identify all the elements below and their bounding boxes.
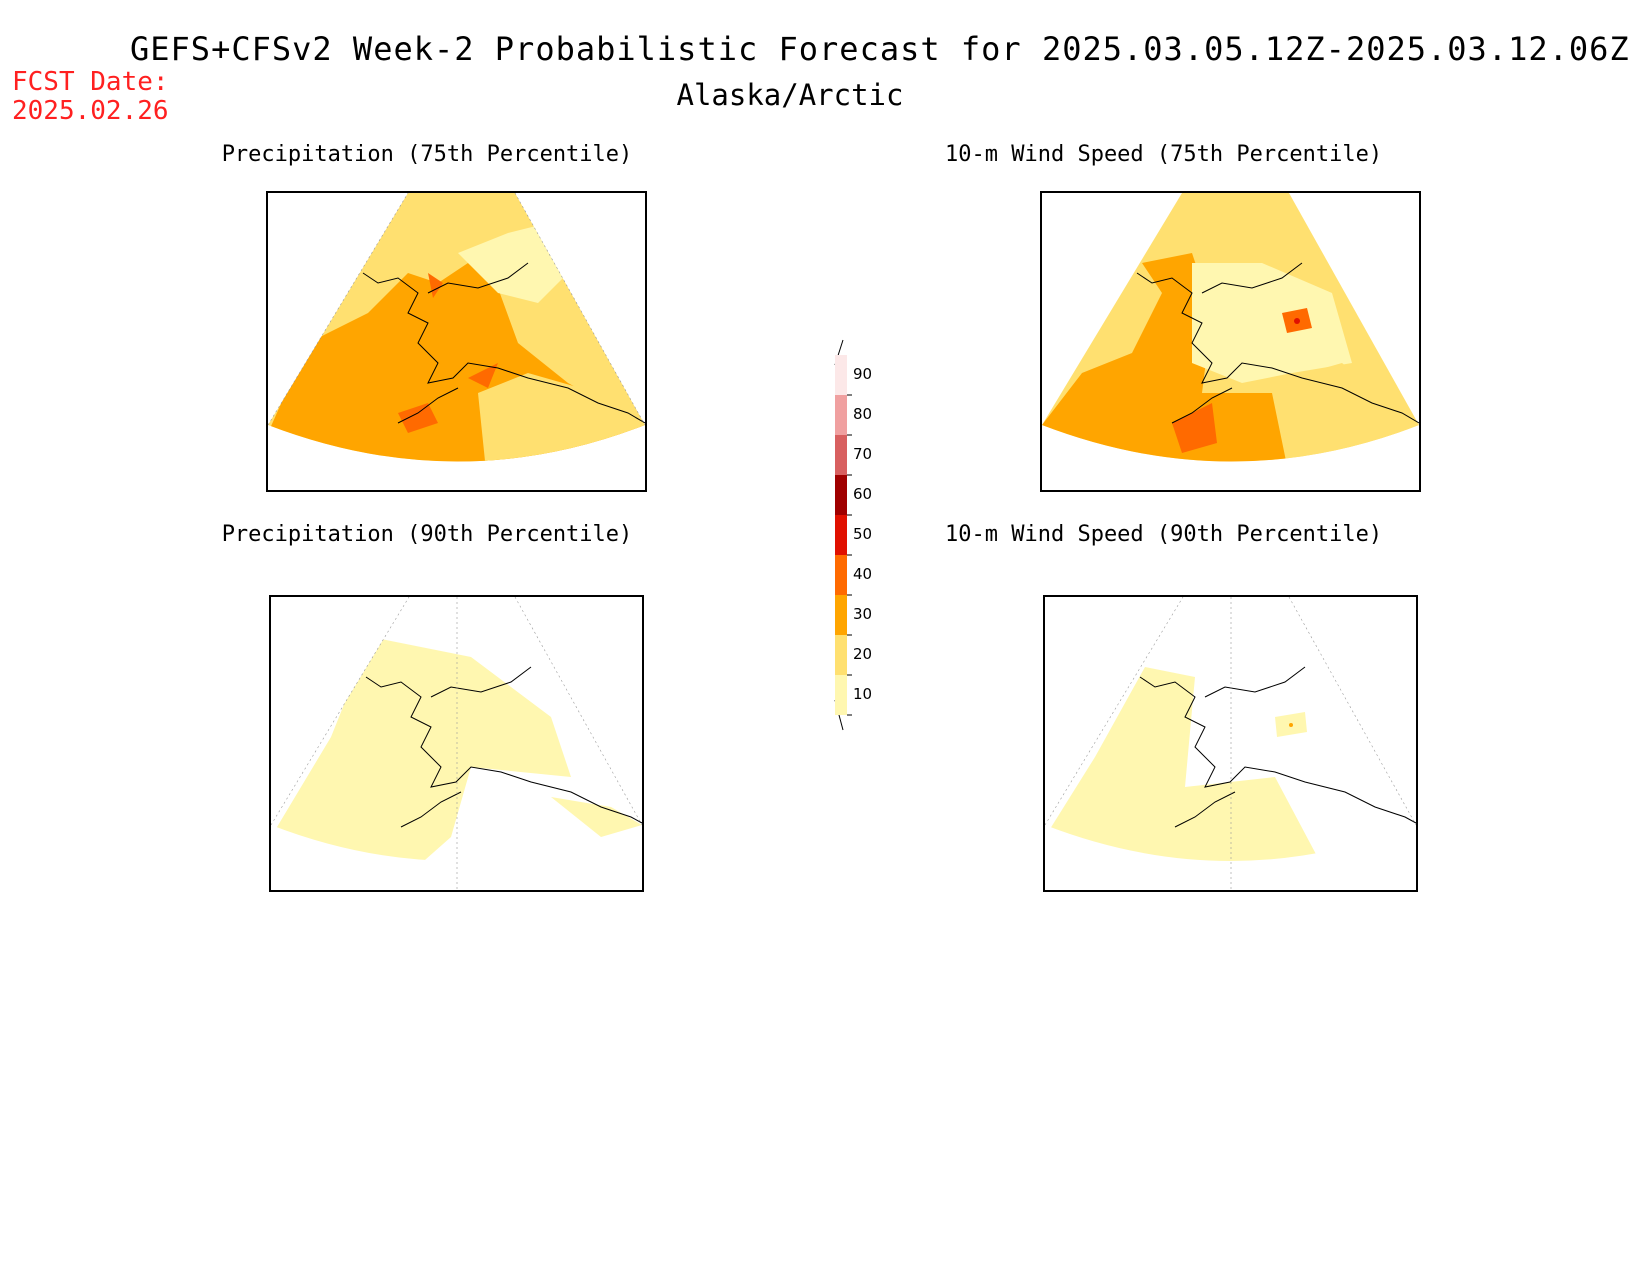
fcst-date-value: 2025.02.26 xyxy=(12,96,169,126)
colorbar-label-10: 10 xyxy=(853,685,873,703)
colorbar-swatch-20 xyxy=(835,635,847,675)
colorbar-label-70: 70 xyxy=(853,445,873,463)
panel-title-wind-90: 10-m Wind Speed (90th Percentile) xyxy=(945,522,1383,547)
panel-title-precip-90: Precipitation (90th Percentile) xyxy=(221,522,633,547)
colorbar-swatch-30 xyxy=(835,595,847,635)
map-wind-75 xyxy=(1040,191,1421,492)
panel-title-wind-75: 10-m Wind Speed (75th Percentile) xyxy=(945,142,1383,167)
colorbar-swatch-90 xyxy=(835,355,847,395)
colorbar-label-30: 30 xyxy=(853,605,873,623)
forecast-date-block: FCST Date: 2025.02.26 xyxy=(12,68,169,126)
map-wind-90 xyxy=(1043,595,1418,892)
region-subtitle: Alaska/Arctic xyxy=(676,78,904,112)
colorbar-label-90: 90 xyxy=(853,365,873,383)
forecast-title: GEFS+CFSv2 Week-2 Probabilistic Forecast… xyxy=(130,30,1630,68)
colorbar-label-60: 60 xyxy=(853,485,873,503)
fcst-date-label: FCST Date: xyxy=(12,67,169,97)
colorbar xyxy=(834,339,852,731)
colorbar-swatch-60 xyxy=(835,475,847,515)
colorbar-swatch-10 xyxy=(835,675,847,715)
colorbar-label-40: 40 xyxy=(853,565,873,583)
colorbar-swatch-80 xyxy=(835,395,847,435)
panel-title-precip-75: Precipitation (75th Percentile) xyxy=(221,142,633,167)
colorbar-label-50: 50 xyxy=(853,525,873,543)
colorbar-swatch-40 xyxy=(835,555,847,595)
colorbar-label-80: 80 xyxy=(853,405,873,423)
map-precip-75 xyxy=(266,191,647,492)
colorbar-swatch-50 xyxy=(835,515,847,555)
map-precip-90 xyxy=(269,595,644,892)
colorbar-swatch-70 xyxy=(835,435,847,475)
colorbar-label-20: 20 xyxy=(853,645,873,663)
